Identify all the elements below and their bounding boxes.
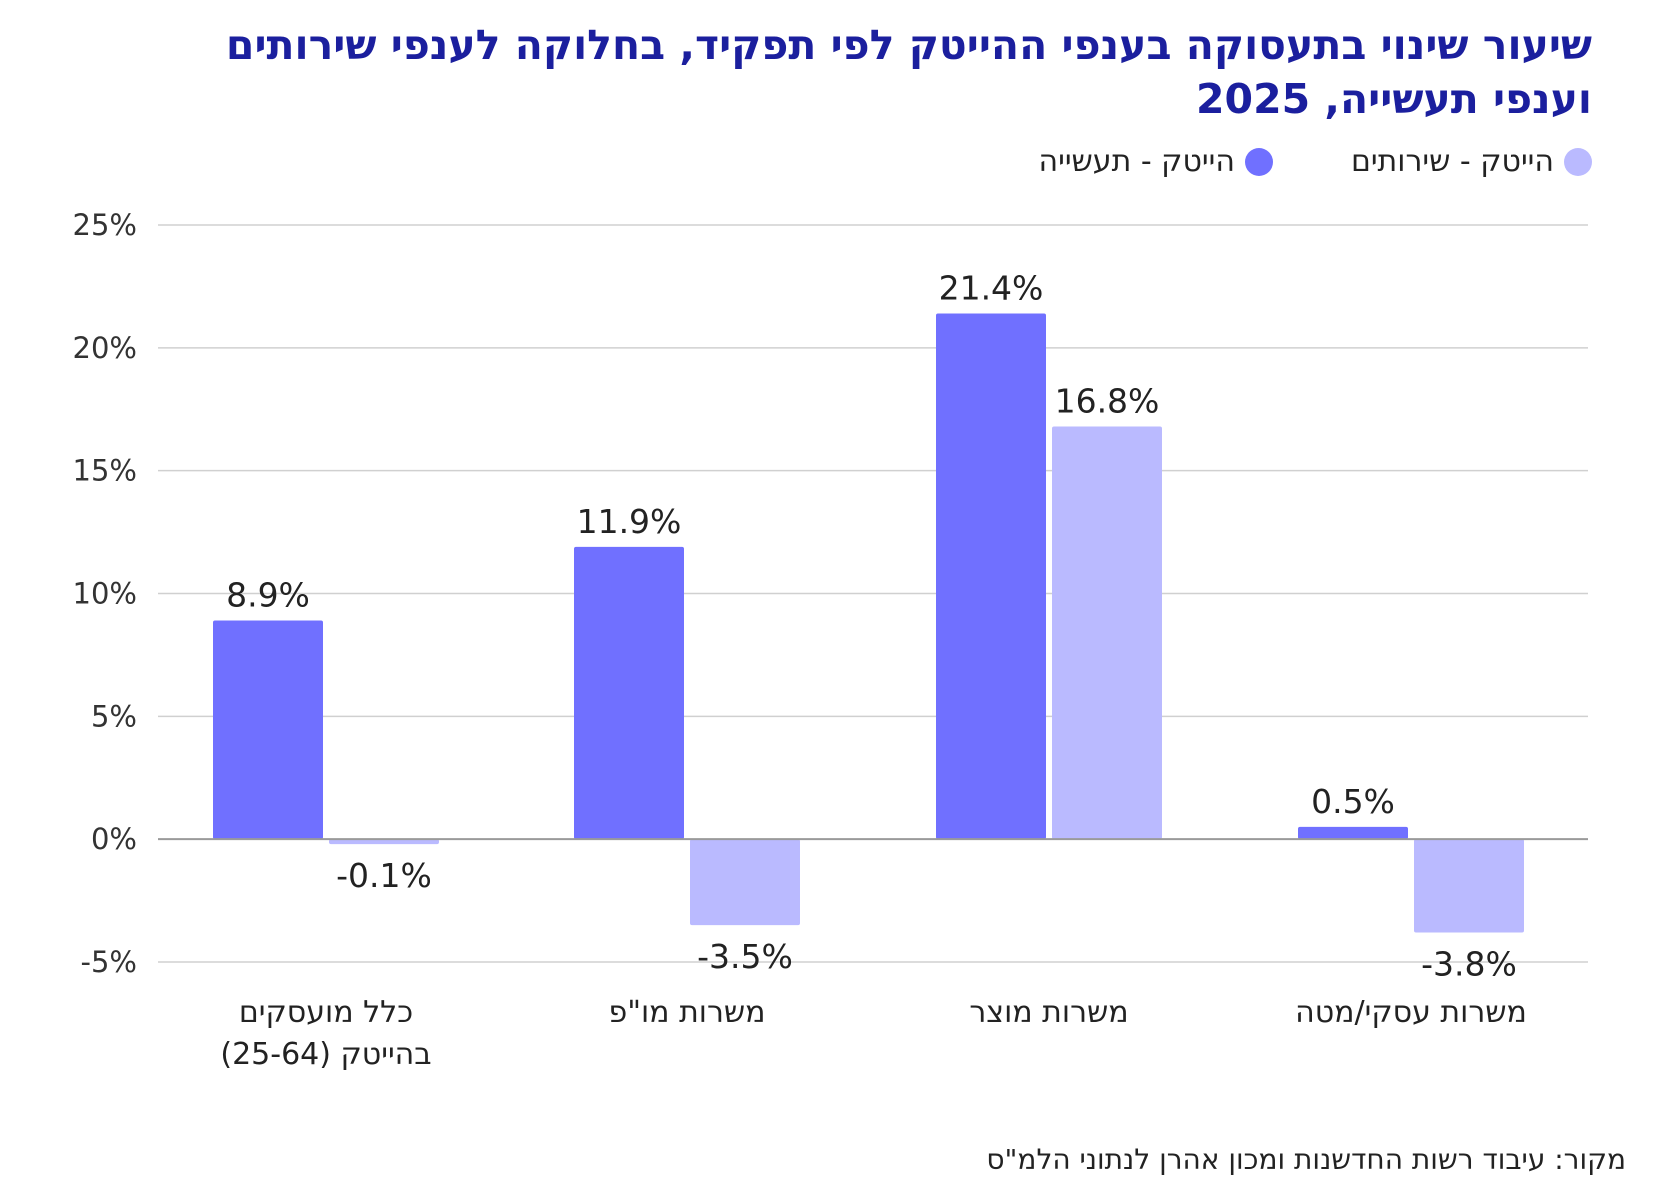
- data-label: 21.4%: [939, 268, 1044, 307]
- x-category-label-line2: בהייטק (25-64): [220, 1037, 431, 1072]
- data-label: 0.5%: [1311, 782, 1395, 821]
- bar-services: [690, 839, 800, 926]
- x-category-label: משרות מו"פ: [608, 995, 765, 1030]
- legend-item-services: הייטק - שירותים: [1351, 144, 1592, 179]
- legend-swatch-industry: [1244, 147, 1273, 176]
- y-tick-label: 20%: [73, 331, 137, 365]
- data-label: -3.5%: [697, 937, 793, 976]
- source-note: מקור: עיבוד רשות החדשנות ומכון אהרן לנתו…: [986, 1143, 1626, 1176]
- bar-industry: [574, 546, 684, 840]
- y-tick-label: 15%: [73, 454, 137, 488]
- x-category-label: משרות מוצר: [969, 995, 1128, 1030]
- legend-item-industry: הייטק - תעשייה: [1039, 144, 1273, 179]
- y-tick-label: 10%: [73, 577, 137, 611]
- bar-industry: [936, 313, 1046, 840]
- legend-swatch-services: [1564, 147, 1592, 176]
- y-tick-label: -5%: [81, 945, 137, 979]
- data-label: 11.9%: [577, 502, 682, 541]
- x-category-label: כלל מועסקים: [239, 995, 413, 1030]
- bar-services: [1052, 426, 1162, 840]
- bar-industry: [1298, 826, 1408, 840]
- y-tick-label: 5%: [91, 699, 137, 733]
- data-label: -0.1%: [336, 856, 432, 895]
- data-label: -3.8%: [1421, 945, 1517, 984]
- bar-industry: [213, 620, 323, 840]
- x-category-label: משרות עסקי/מטה: [1295, 995, 1527, 1030]
- data-label: 8.9%: [226, 576, 310, 615]
- chart-title-line1: שיעור שינוי בתעסוקה בענפי ההייטק לפי תפק…: [225, 21, 1592, 69]
- legend: הייטק - שירותים הייטק - תעשייה: [1039, 144, 1592, 179]
- y-tick-label: 25%: [73, 208, 137, 242]
- chart-title: שיעור שינוי בתעסוקה בענפי ההייטק לפי תפק…: [32, 18, 1592, 126]
- bar-services: [1414, 839, 1524, 933]
- data-label: 16.8%: [1055, 381, 1160, 420]
- legend-label-services: הייטק - שירותים: [1350, 144, 1554, 179]
- bar-services: [329, 839, 439, 845]
- legend-label-industry: הייטק - תעשייה: [1038, 144, 1235, 179]
- y-tick-label: 0%: [91, 822, 137, 856]
- chart-title-line2: וענפי תעשייה, 2025: [1196, 75, 1592, 123]
- bar-chart: 25% 20% 15% 10% 5% 0% -5% 8.9% 11.9% 21.4% 0.5% -0.…: [73, 208, 1588, 1072]
